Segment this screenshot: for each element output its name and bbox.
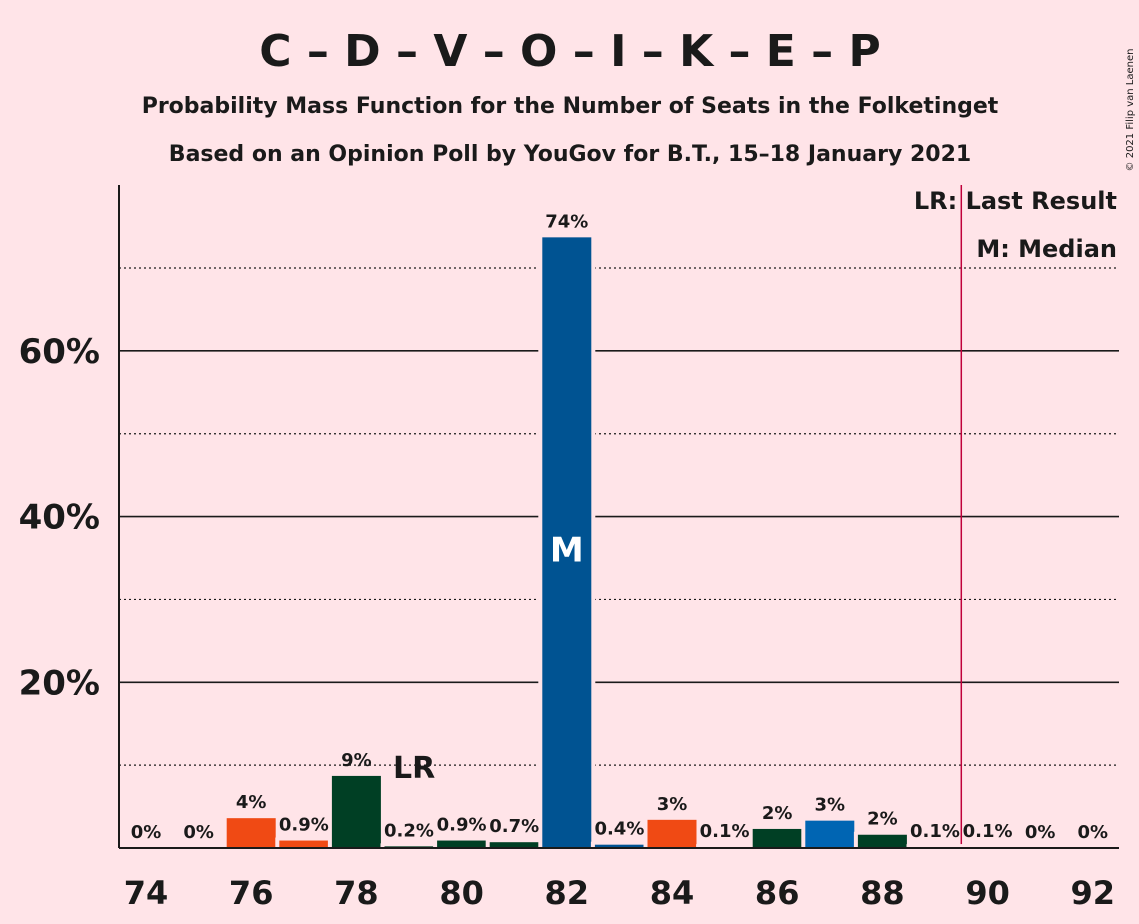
x-tick-label: 86	[755, 874, 800, 912]
bar-value-label-76: 4%	[236, 792, 267, 813]
x-tick-label: 88	[860, 874, 905, 912]
bar-seats-84	[647, 819, 697, 848]
bar-value-label-88: 2%	[867, 809, 898, 830]
bar-seats-76	[226, 818, 276, 848]
chart-subtitle-2: Based on an Opinion Poll by YouGov for B…	[169, 142, 971, 167]
chart-subtitle-1: Probability Mass Function for the Number…	[142, 94, 999, 119]
last-result-marker: LR	[393, 751, 435, 786]
gridlines	[119, 267, 1119, 766]
chart-title: C – D – V – O – I – K – E – P	[259, 26, 881, 77]
bar-value-label-74: 0%	[131, 822, 162, 843]
bar-halo-89	[906, 844, 964, 848]
copyright-notice: © 2021 Filip van Laenen	[1125, 49, 1136, 172]
median-marker: M	[550, 531, 584, 571]
x-tick-label: 90	[965, 874, 1010, 912]
bar-seats-86	[752, 828, 802, 848]
y-axis-tick-labels: 20% 40% 60%	[19, 332, 100, 703]
x-axis-tick-labels: 74 76 78 80 82 84 86 88 90 92	[124, 874, 1115, 912]
legend-last-result: LR: Last Result	[914, 187, 1117, 215]
bar-value-label-81: 0.7%	[489, 816, 539, 837]
bar-value-label-92: 0%	[1078, 822, 1109, 843]
bar-value-label-75: 0%	[183, 822, 214, 843]
bar-value-label-83: 0.4%	[594, 819, 644, 840]
bar-seats-82	[542, 237, 592, 849]
y-tick-label: 20%	[19, 663, 100, 703]
legend-median: M: Median	[976, 235, 1117, 263]
bars	[222, 234, 1017, 849]
bar-seats-78	[331, 775, 381, 848]
bar-value-label-80: 0.9%	[437, 815, 487, 836]
x-tick-label: 76	[229, 874, 274, 912]
bar-seats-81	[489, 842, 539, 848]
bar-value-labels: 0% 0%4%0.9%9%0.2% 0.9% 0.7%74%0.4%3%0.1%2% 3…	[131, 211, 1108, 843]
x-tick-label: 82	[545, 874, 590, 912]
bar-value-label-87: 3%	[815, 795, 846, 816]
bar-value-label-78: 9%	[341, 750, 372, 771]
bar-value-label-85: 0.1%	[700, 821, 750, 842]
bar-halo-90	[959, 844, 1017, 848]
bar-value-label-89: 0.1%	[910, 821, 960, 842]
bar-seats-80	[437, 840, 487, 848]
bar-value-label-90: 0.1%	[963, 821, 1013, 842]
bar-seats-77	[279, 840, 329, 848]
x-tick-label: 84	[650, 874, 695, 912]
bar-value-label-77: 0.9%	[279, 815, 329, 836]
x-tick-label: 80	[439, 874, 484, 912]
bar-value-label-79: 0.2%	[384, 820, 434, 841]
bar-value-label-91: 0%	[1025, 822, 1056, 843]
y-tick-label: 40%	[19, 498, 100, 538]
bar-seats-88	[857, 834, 907, 848]
y-tick-label: 60%	[19, 332, 100, 372]
bar-value-label-86: 2%	[762, 803, 793, 824]
bar-halo-85	[696, 844, 754, 848]
x-tick-label: 78	[334, 874, 379, 912]
bar-seats-87	[805, 820, 855, 848]
x-tick-label: 92	[1071, 874, 1116, 912]
bar-seats-83	[594, 844, 644, 848]
x-tick-label: 74	[124, 874, 169, 912]
bar-value-label-82: 74%	[545, 211, 588, 232]
bar-value-label-84: 3%	[657, 794, 688, 815]
bar-halo-79	[380, 843, 438, 848]
